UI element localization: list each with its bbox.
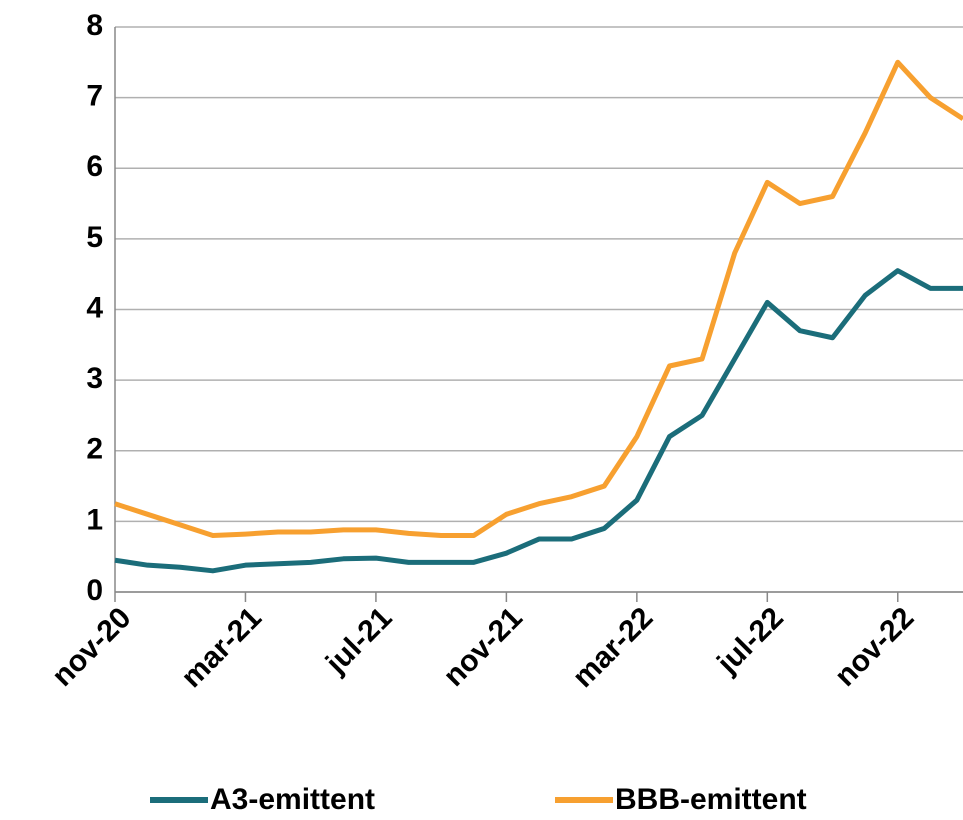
- y-tick-label: 5: [86, 221, 103, 254]
- y-tick-label: 8: [86, 9, 103, 42]
- y-tick-label: 3: [86, 362, 103, 395]
- x-tick-label: jul-21: [319, 601, 398, 680]
- x-tick-label: nov-21: [437, 601, 529, 693]
- x-tick-label: mar-22: [566, 601, 659, 694]
- x-tick-label: nov-20: [46, 601, 138, 693]
- y-tick-label: 0: [86, 574, 103, 607]
- y-tick-label: 6: [86, 150, 103, 183]
- series-line: [114, 59, 963, 538]
- y-tick-label: 2: [86, 433, 103, 466]
- y-tick-label: 7: [86, 80, 103, 113]
- x-tick-label: mar-21: [175, 601, 268, 694]
- y-tick-label: 1: [86, 503, 103, 536]
- legend-label: BBB-emittent: [615, 783, 807, 816]
- x-tick-label: nov-22: [829, 601, 921, 693]
- series-line: [114, 268, 963, 574]
- y-tick-label: 4: [86, 291, 103, 324]
- legend-label: A3-emittent: [210, 783, 375, 816]
- x-tick-label: jul-22: [710, 601, 789, 680]
